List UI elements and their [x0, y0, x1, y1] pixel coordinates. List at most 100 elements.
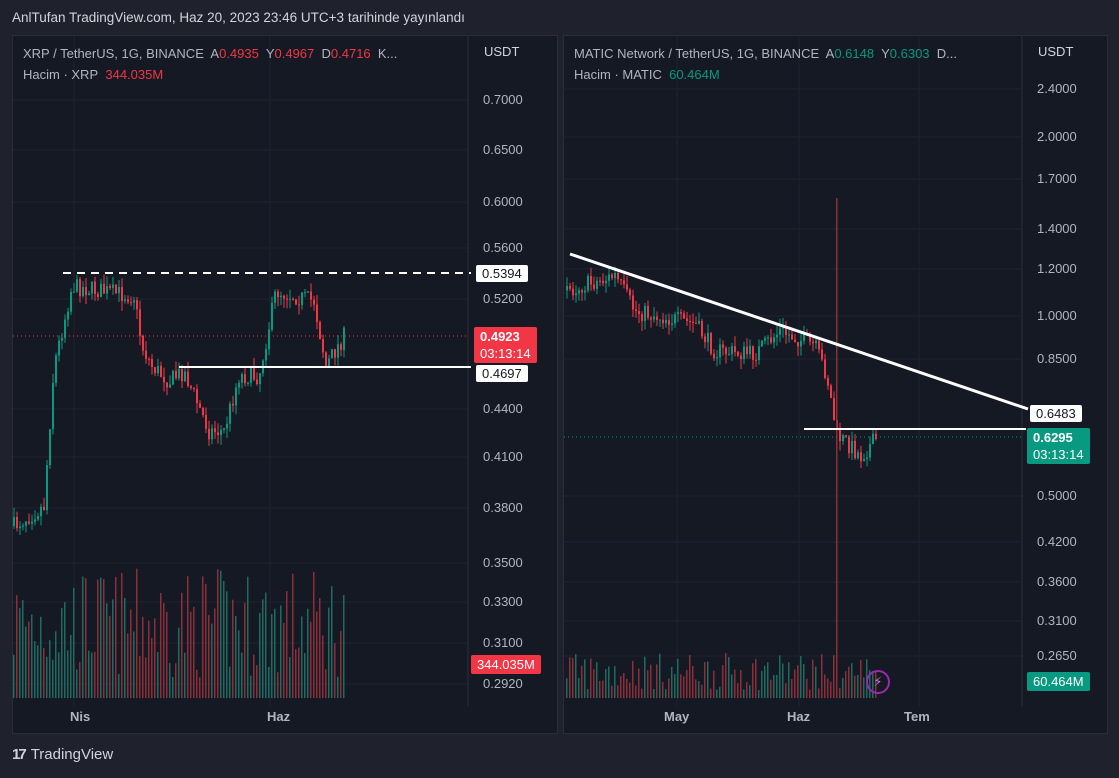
volume-bar — [337, 676, 339, 698]
volume-bar — [79, 662, 81, 698]
candle-body — [608, 274, 610, 281]
candle-body — [593, 284, 595, 289]
volume-bar — [608, 666, 610, 698]
volume-bar — [91, 652, 93, 698]
candle-body — [848, 436, 850, 454]
candle-body — [629, 289, 631, 296]
candle-body — [596, 280, 598, 289]
lightning-icon[interactable]: ⚡ — [866, 670, 890, 694]
candle-body — [235, 387, 237, 406]
volume-bar — [229, 666, 231, 698]
candle-body — [752, 345, 754, 360]
volume-bar — [124, 597, 126, 698]
candle-body — [683, 313, 685, 319]
candle-body — [731, 346, 733, 355]
candle-body — [695, 322, 697, 324]
volume-bar — [127, 633, 129, 698]
candle-body — [854, 440, 856, 459]
volume-bar — [274, 608, 276, 698]
candle-body — [199, 403, 201, 408]
volume-bar — [145, 657, 147, 698]
candle-body — [118, 286, 120, 294]
volume-bar — [722, 664, 724, 698]
candle-body — [211, 428, 213, 440]
brand-name: TradingView — [30, 746, 114, 763]
volume-bar — [103, 578, 105, 698]
x-label-haz: Haz — [267, 709, 291, 724]
volume-bar — [208, 615, 210, 698]
candle-body — [79, 279, 81, 297]
candle-body — [22, 525, 24, 527]
volume-bar — [656, 664, 658, 698]
volume-bar — [19, 608, 21, 698]
open-value: 0.4935 — [219, 46, 259, 61]
volume-bar — [94, 651, 96, 698]
candle-body — [244, 374, 246, 384]
candle-body — [67, 311, 69, 320]
candle-body — [833, 398, 835, 421]
candle-body — [875, 433, 877, 439]
volume-bar — [286, 591, 288, 698]
matic-chart-pane[interactable]: MATIC Network / TetherUS, 1G, BINANCE A0… — [563, 35, 1108, 734]
candle-body — [755, 359, 757, 361]
candle-body — [584, 290, 586, 293]
volume-tag: 60.464M — [1027, 672, 1090, 691]
candle-body — [82, 287, 84, 297]
candle-body — [115, 284, 117, 294]
candle-body — [623, 280, 625, 285]
volume-bar — [641, 688, 643, 698]
volume-bar — [644, 656, 646, 698]
candle-body — [28, 521, 30, 524]
candle-body — [46, 465, 48, 511]
volume-bar — [154, 618, 156, 698]
candle-body — [289, 298, 291, 300]
volume-value: 344.035M — [105, 67, 164, 82]
candle-body — [100, 283, 102, 298]
candle-body — [653, 316, 655, 320]
candle-body — [142, 335, 144, 351]
xrp-chart-canvas[interactable] — [13, 36, 559, 735]
volume-bar — [566, 678, 568, 698]
candle-body — [160, 365, 162, 377]
volume-bar — [776, 674, 778, 698]
volume-bar — [785, 683, 787, 698]
candle-body — [229, 403, 231, 424]
volume-bar — [803, 664, 805, 698]
open-label: A — [825, 46, 835, 61]
volume-bar — [671, 666, 673, 698]
candle-body — [307, 291, 309, 293]
candle-body — [157, 365, 159, 374]
volume-bar — [196, 669, 198, 698]
candle-body — [707, 332, 709, 343]
price-tick: 1.7000 — [1037, 171, 1077, 186]
x-label-may: May — [664, 709, 690, 724]
volume-bar — [584, 659, 586, 698]
legend-truncated: D... — [936, 46, 957, 61]
volume-bar — [28, 621, 30, 698]
matic-chart-canvas[interactable] — [564, 36, 1109, 735]
volume-bar — [238, 630, 240, 698]
candle-body — [304, 292, 306, 294]
candle-body — [725, 347, 727, 355]
volume-bar — [283, 622, 285, 698]
candle-body — [764, 337, 766, 341]
footer-brand[interactable]: 17 TradingView — [12, 746, 113, 763]
price-tick: 0.3100 — [1037, 613, 1077, 628]
price-tick: 0.2650 — [1037, 648, 1077, 663]
high-value: 0.6303 — [889, 46, 930, 61]
current-price-tag: 0.4923 03:13:14 — [474, 327, 537, 363]
candle-body — [208, 428, 210, 440]
support-price-tag: 0.6483 — [1030, 405, 1082, 422]
candle-body — [31, 521, 33, 524]
volume-bar — [46, 656, 48, 698]
xrp-chart-pane[interactable]: XRP / TetherUS, 1G, BINANCE A0.4935 Y0.4… — [12, 35, 558, 734]
candle-body — [773, 337, 775, 343]
volume-bar — [794, 669, 796, 698]
volume-bar — [322, 635, 324, 698]
volume-bar — [719, 686, 721, 698]
volume-bar — [791, 679, 793, 698]
volume-bar — [289, 657, 291, 698]
candle-body — [662, 319, 664, 324]
volume-bar — [662, 681, 664, 698]
candle-body — [569, 285, 571, 289]
